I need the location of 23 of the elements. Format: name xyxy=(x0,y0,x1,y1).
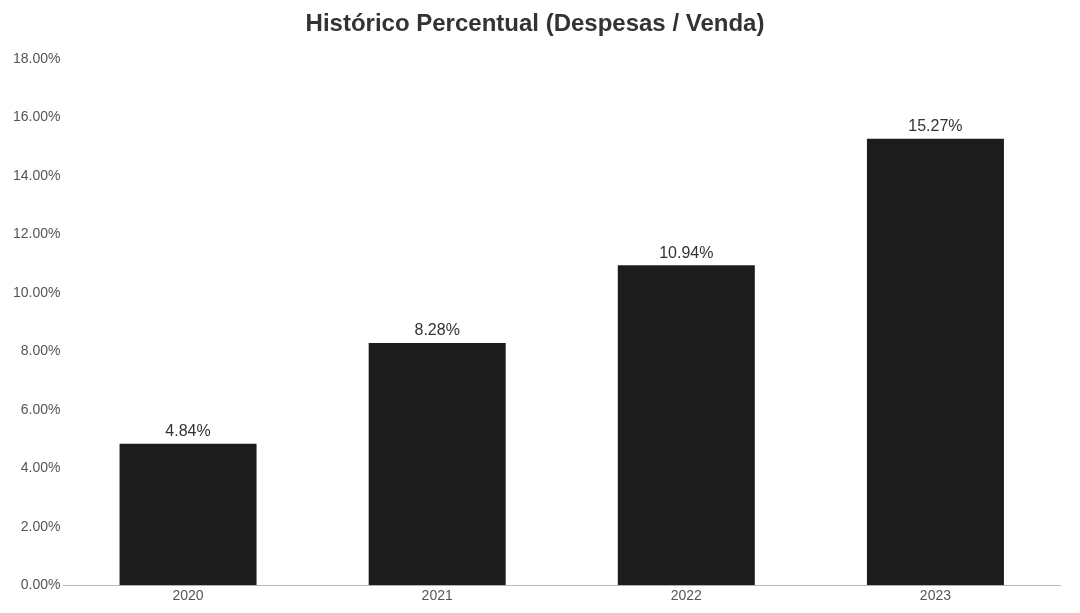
bar xyxy=(368,343,506,586)
data-label: 15.27% xyxy=(908,117,963,135)
data-label: 4.84% xyxy=(165,422,211,440)
y-tick-label: 4.00% xyxy=(20,459,61,476)
y-tick-label: 16.00% xyxy=(13,108,61,125)
chart-title: Histórico Percentual (Despesas / Venda) xyxy=(305,9,765,37)
bar xyxy=(617,265,755,586)
bar xyxy=(866,138,1004,586)
bar xyxy=(119,443,257,586)
y-tick-label: 0.00% xyxy=(20,576,61,593)
y-tick-label: 10.00% xyxy=(13,283,61,300)
x-tick-label: 2022 xyxy=(670,587,703,604)
x-tick-label: 2021 xyxy=(421,587,453,604)
y-tick-label: 14.00% xyxy=(13,166,61,183)
y-tick-label: 12.00% xyxy=(13,225,61,242)
data-label: 10.94% xyxy=(659,243,714,261)
x-tick-label: 2020 xyxy=(172,587,204,604)
data-label: 8.28% xyxy=(414,321,460,339)
y-tick-label: 6.00% xyxy=(20,400,61,417)
y-tick-label: 2.00% xyxy=(20,517,61,534)
y-tick-label: 18.00% xyxy=(13,49,61,66)
y-tick-label: 8.00% xyxy=(20,342,61,359)
x-tick-label: 2023 xyxy=(919,587,952,604)
